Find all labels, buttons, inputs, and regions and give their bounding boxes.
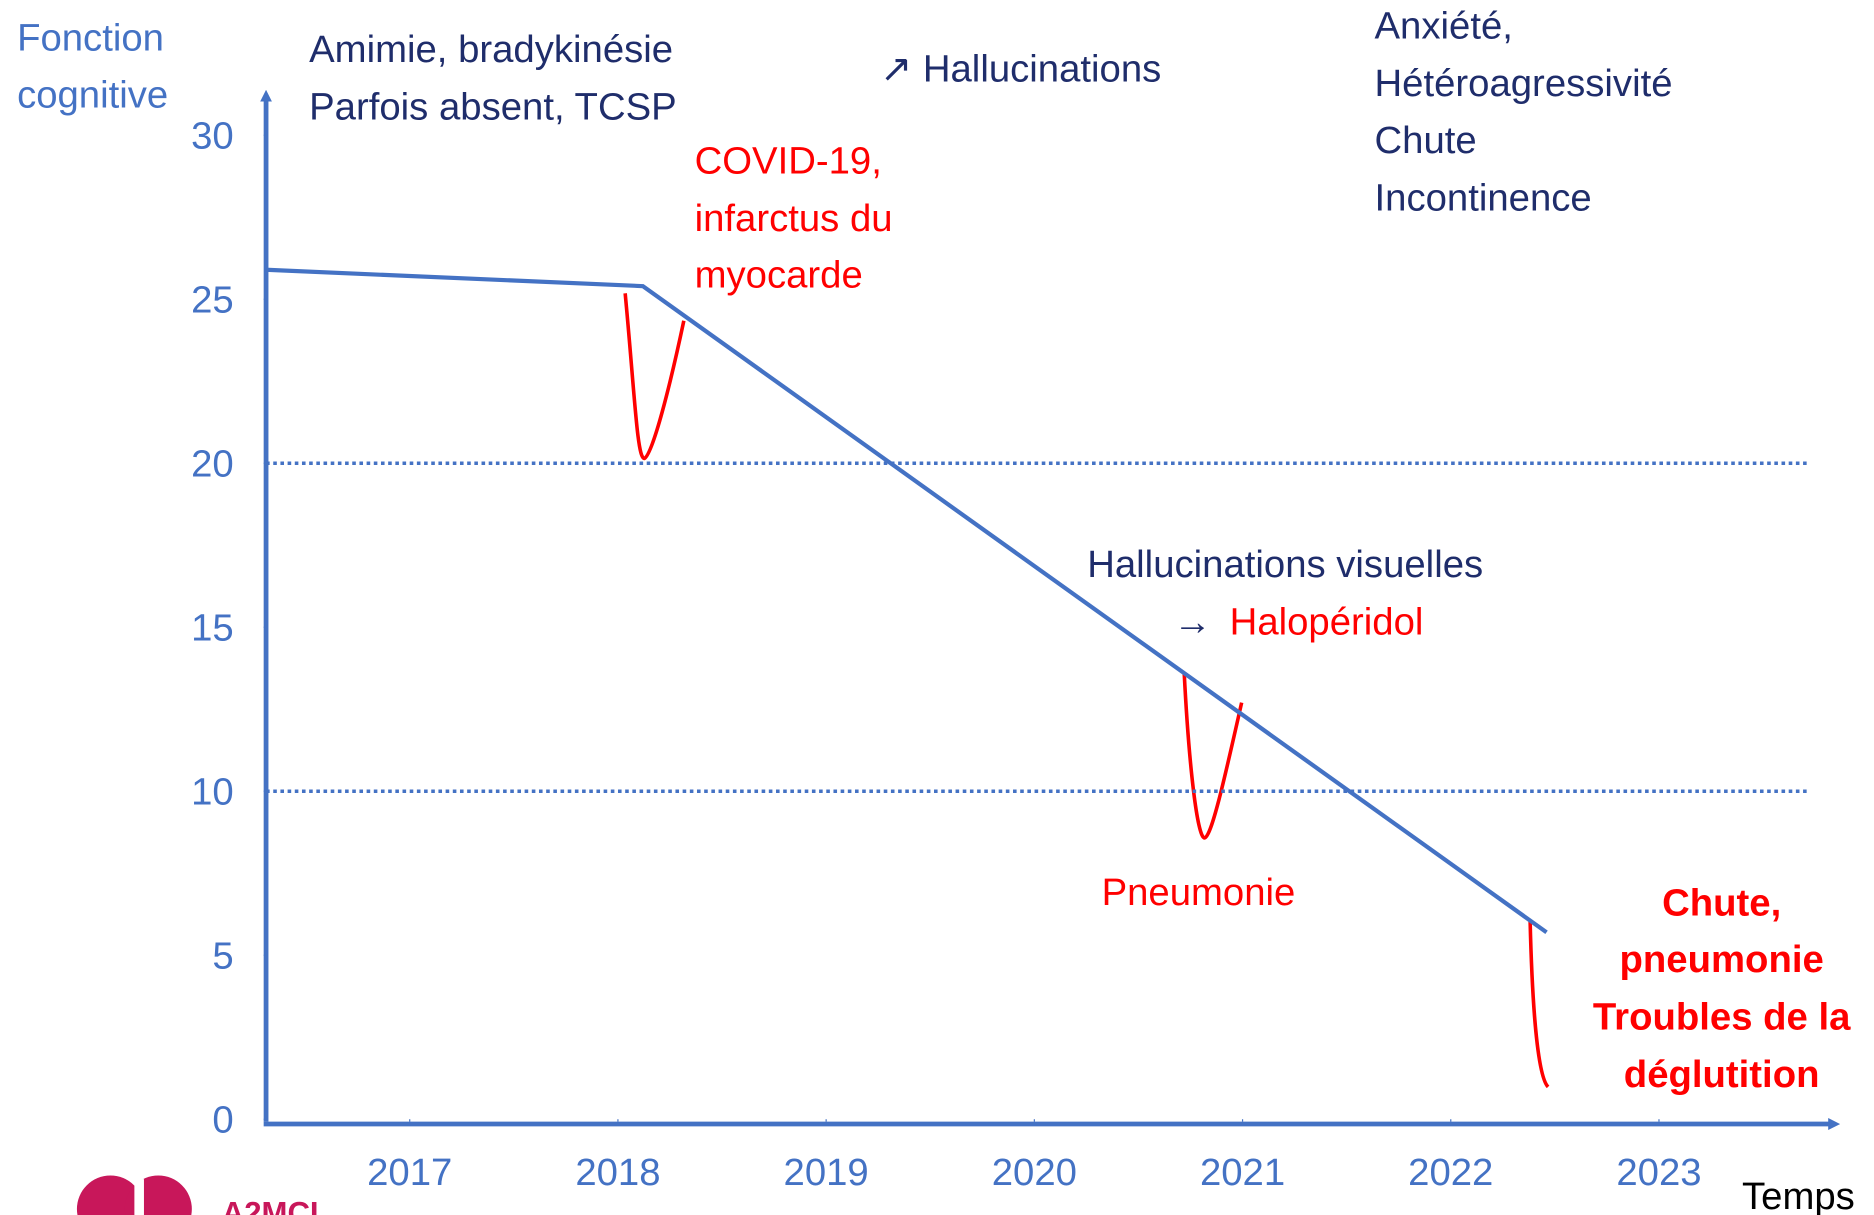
x-tick-label: 2021 <box>1200 1151 1285 1194</box>
logo-text: A2MCL <box>222 1195 329 1215</box>
y-axis-label: Fonction <box>17 16 164 59</box>
annotation: Chute <box>1375 119 1477 162</box>
annotation: Chute, <box>1662 882 1781 925</box>
annotation: → <box>1173 600 1211 643</box>
annotation: Anxiété, <box>1375 4 1513 47</box>
annotation: infarctus du <box>695 197 893 240</box>
data-line <box>265 267 1548 934</box>
y-tick-label: 25 <box>191 278 234 321</box>
x-tick-label: 2017 <box>367 1151 452 1194</box>
annotation: Halopéridol <box>1230 600 1424 643</box>
y-tick-label: 15 <box>191 606 234 649</box>
x-tick-label: 2018 <box>575 1151 660 1194</box>
x-tick-label: 2019 <box>784 1151 869 1194</box>
dip-curve <box>1528 921 1550 1089</box>
x-axis-label: Temps <box>1742 1175 1855 1215</box>
x-tick-label: 2022 <box>1408 1151 1493 1194</box>
annotation: Pneumonie <box>1102 871 1296 914</box>
y-tick-label: 5 <box>212 934 233 977</box>
annotation: ↗ Hallucinations <box>880 47 1161 90</box>
y-tick-label: 10 <box>191 770 234 813</box>
logo: A2MCL <box>76 1175 329 1215</box>
dip-curve <box>1182 672 1244 840</box>
y-tick-label: 30 <box>191 114 234 157</box>
dip-curve <box>623 293 686 461</box>
annotation: déglutition <box>1624 1053 1820 1096</box>
annotation: COVID-19, <box>695 140 882 183</box>
y-axis-label: cognitive <box>17 74 168 117</box>
annotation: Hallucinations visuelles <box>1087 543 1483 586</box>
annotation: Amimie, bradykinésie <box>309 28 673 71</box>
annotation: pneumonie <box>1620 938 1824 981</box>
x-tick-label: 2020 <box>992 1151 1077 1194</box>
y-tick-label: 0 <box>212 1098 233 1141</box>
annotation: myocarde <box>695 253 863 296</box>
annotation: Troubles de la <box>1593 995 1851 1038</box>
annotation: Incontinence <box>1375 177 1592 220</box>
annotation: Parfois absent, TCSP <box>309 86 677 129</box>
x-tick-label: 2023 <box>1616 1151 1701 1194</box>
annotation: Hétéroagressivité <box>1375 62 1673 105</box>
y-tick-label: 20 <box>191 442 234 485</box>
